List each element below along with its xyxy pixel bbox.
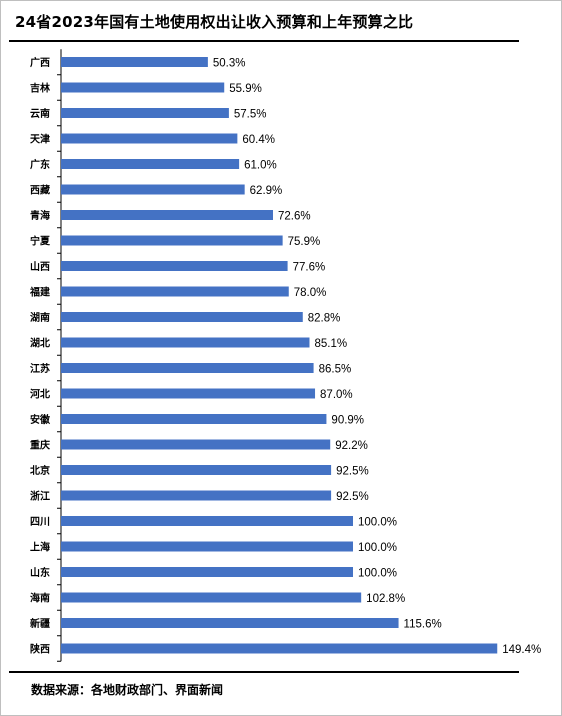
bar: [61, 57, 208, 67]
category-label: 河北: [30, 388, 50, 401]
data-label: 78.0%: [294, 287, 327, 299]
bar: [61, 388, 316, 399]
bar: [61, 261, 288, 271]
bar: [61, 567, 353, 577]
bar: [61, 465, 332, 475]
category-label: 山西: [30, 260, 50, 273]
category-label: 山东: [30, 566, 50, 579]
data-label: 102.8%: [366, 593, 405, 605]
data-label: 100.0%: [358, 568, 397, 580]
category-label: 广西: [30, 56, 50, 69]
bar: [61, 592, 362, 603]
data-label: 86.5%: [319, 364, 352, 376]
bar: [61, 643, 498, 654]
data-label: 87.0%: [320, 389, 353, 401]
title-divider: [9, 40, 519, 42]
bar: [61, 210, 273, 220]
bar: [61, 235, 283, 246]
category-label: 西藏: [30, 184, 50, 197]
chart-title: 24省2023年国有土地使用权出让收入预算和上年预算之比: [15, 13, 414, 31]
bar: [61, 516, 353, 526]
category-label: 新疆: [30, 617, 50, 630]
bar: [61, 541, 353, 552]
category-label: 吉林: [30, 82, 51, 95]
data-label: 92.5%: [336, 466, 369, 478]
category-label: 广东: [30, 158, 50, 171]
data-label: 90.9%: [331, 415, 364, 427]
category-label: 福建: [29, 286, 51, 299]
data-label: 60.4%: [242, 134, 275, 146]
data-label: 115.6%: [404, 619, 442, 631]
data-label: 149.4%: [502, 644, 541, 656]
bar-chart: 广西 50.3% 吉林 55.9% 云南 57.5% 天津 60.4% 广东 61.0% 西藏 62.…: [29, 49, 541, 662]
data-label: 100.0%: [358, 542, 397, 554]
data-label: 77.6%: [293, 262, 326, 274]
data-label: 85.1%: [314, 338, 347, 350]
data-label: 100.0%: [358, 517, 397, 529]
bar: [61, 184, 245, 195]
data-label: 92.2%: [335, 440, 368, 452]
category-label: 重庆: [30, 439, 50, 452]
bar: [61, 439, 331, 450]
bar: [61, 337, 310, 348]
bar: [61, 133, 238, 144]
bar: [61, 414, 327, 424]
category-label: 天津: [30, 133, 50, 146]
data-label: 75.9%: [288, 236, 321, 248]
category-label: 青海: [30, 209, 50, 222]
category-label: 湖北: [30, 337, 50, 350]
data-label: 61.0%: [244, 160, 277, 172]
category-label: 海南: [30, 592, 50, 605]
category-label: 上海: [30, 541, 50, 554]
category-label: 北京: [30, 464, 50, 477]
category-label: 江苏: [30, 362, 50, 375]
bar: [61, 286, 289, 297]
data-label: 62.9%: [250, 185, 283, 197]
source-note: 数据来源：各地财政部门、界面新闻: [31, 683, 224, 697]
bar: [61, 82, 225, 93]
data-label: 82.8%: [308, 313, 341, 325]
bar: [61, 490, 332, 501]
data-label: 55.9%: [229, 83, 262, 95]
bar: [61, 159, 240, 169]
bar: [61, 312, 303, 322]
category-label: 安徽: [30, 413, 51, 426]
bar: [61, 363, 314, 373]
category-label: 四川: [30, 516, 50, 528]
category-label: 陕西: [30, 643, 50, 656]
category-label: 浙江: [30, 490, 50, 503]
bar: [61, 618, 399, 628]
data-label: 50.3%: [213, 58, 246, 70]
data-label: 92.5%: [336, 491, 369, 503]
data-label: 72.6%: [278, 211, 311, 223]
category-label: 宁夏: [30, 235, 51, 248]
footer-divider: [9, 671, 519, 673]
category-label: 湖南: [30, 311, 50, 324]
data-label: 57.5%: [234, 109, 267, 121]
bar: [61, 108, 229, 118]
category-label: 云南: [30, 107, 50, 120]
